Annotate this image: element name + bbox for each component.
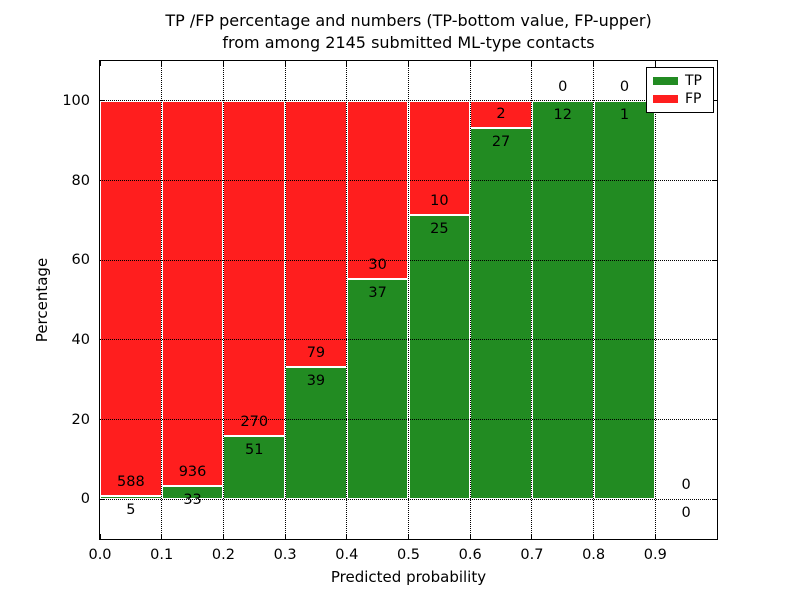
chart-title: TP /FP percentage and numbers (TP-bottom… <box>99 10 718 54</box>
x-tick-label: 0.2 <box>211 547 235 563</box>
bar-tp <box>531 100 594 500</box>
bar-tp <box>223 435 286 500</box>
bar-label-fp: 0 <box>681 477 691 494</box>
bar-label-fp: 0 <box>558 78 568 95</box>
gridline-vertical <box>654 61 656 539</box>
legend-swatch-fp-icon <box>653 95 678 103</box>
gridline-vertical <box>593 61 595 539</box>
plot-area: 0.0 0.1 0.2 0.3 0.4 0.5 0.6 0.7 0.8 0.9 0 20 40 60 80 1… <box>62 60 718 563</box>
bar-label-tp: 37 <box>368 285 387 302</box>
bar-fp <box>346 100 409 280</box>
gridline-vertical <box>161 61 163 539</box>
gridline-vertical <box>346 61 348 539</box>
y-axis-label: Percentage <box>33 257 51 343</box>
legend-label-tp: TP <box>685 73 702 89</box>
bar-label-tp: 51 <box>245 441 264 458</box>
x-tick-mark <box>99 61 101 66</box>
chart-title-line2: from among 2145 submitted ML-type contac… <box>222 33 595 52</box>
x-tick-label: 0.3 <box>273 547 297 563</box>
legend-label-fp: FP <box>685 91 702 107</box>
bar-label-fp: 936 <box>178 463 207 480</box>
chart-title-line1: TP /FP percentage and numbers (TP-bottom… <box>165 11 652 30</box>
bar-label-fp: 588 <box>117 473 145 490</box>
y-tick-label: 80 <box>71 172 90 189</box>
bar-label-fp: 10 <box>430 192 449 209</box>
x-tick-label: 0.1 <box>150 547 174 563</box>
x-tick-label: 0.0 <box>88 547 112 563</box>
bar-fp <box>285 100 347 368</box>
x-tick-label: 0.8 <box>582 547 606 563</box>
gridline-vertical <box>408 61 409 539</box>
y-tick-label: 0 <box>80 491 90 508</box>
x-tick-label: 0.9 <box>643 547 667 563</box>
bar-fp <box>223 100 286 436</box>
gridline-vertical <box>222 61 224 539</box>
x-tick-label: 0.6 <box>458 547 482 563</box>
y-tick-label: 100 <box>62 92 90 109</box>
y-tick-label: 40 <box>71 331 90 348</box>
bar-label-fp: 2 <box>496 106 506 123</box>
bar-label-tp: 0 <box>681 505 691 522</box>
x-tick-label: 0.5 <box>396 547 421 563</box>
x-tick-mark <box>99 534 101 539</box>
legend: TP FP <box>646 67 714 113</box>
bar-label-fp: 0 <box>619 78 630 95</box>
bar-label-tp: 25 <box>430 220 449 237</box>
bar-tp <box>593 100 656 500</box>
bar-label-fp: 270 <box>240 413 269 430</box>
bar-tp <box>470 128 532 500</box>
legend-row-fp: FP <box>653 92 707 106</box>
y-tick-label: 20 <box>71 411 90 428</box>
bar-tp <box>408 214 471 500</box>
x-tick-label: 0.7 <box>520 547 544 563</box>
bar-tp <box>346 279 409 500</box>
bar-tp <box>285 367 347 500</box>
bar-label-tp: 33 <box>183 491 202 508</box>
x-tick-label: 0.4 <box>335 547 359 563</box>
bar-fp <box>100 100 162 496</box>
legend-swatch-tp-icon <box>653 77 678 85</box>
bar-label-fp: 79 <box>306 345 326 362</box>
bar-label-tp: 12 <box>553 106 572 123</box>
bar-label-tp: 1 <box>619 106 630 123</box>
bar-fp <box>470 100 532 129</box>
legend-row-tp: TP <box>653 74 707 88</box>
bar-label-tp: 5 <box>126 501 136 518</box>
bar-label-tp: 39 <box>306 373 326 390</box>
gridline-vertical <box>284 61 286 539</box>
y-tick-label: 60 <box>71 252 90 269</box>
x-axis-label: Predicted probability <box>330 568 487 586</box>
gridline-vertical <box>531 61 533 539</box>
bar-fp <box>161 100 224 486</box>
bar-label-tp: 27 <box>491 134 511 151</box>
gridline-vertical <box>469 61 471 539</box>
bar-label-fp: 30 <box>368 257 387 274</box>
